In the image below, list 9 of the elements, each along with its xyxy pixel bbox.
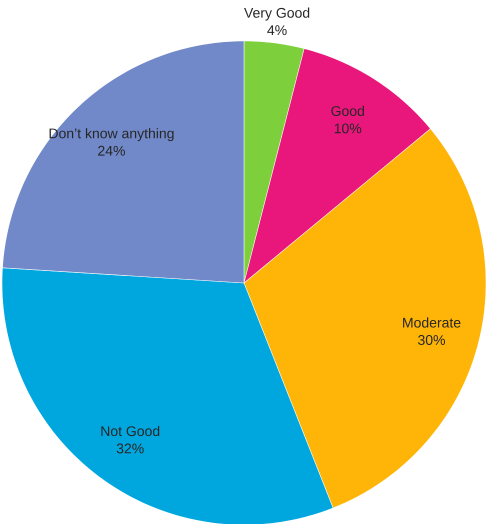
data-label: 10% <box>334 123 362 134</box>
data-label: 4% <box>267 25 287 36</box>
slice-label: Moderate <box>403 317 460 328</box>
slice-label: Good <box>331 106 364 116</box>
data-label: 32% <box>116 444 144 454</box>
slice-label: Very Good <box>244 8 310 21</box>
slice-label: Not Good <box>101 426 160 436</box>
data-label: 24% <box>98 146 125 156</box>
data-label: 30% <box>418 335 446 345</box>
